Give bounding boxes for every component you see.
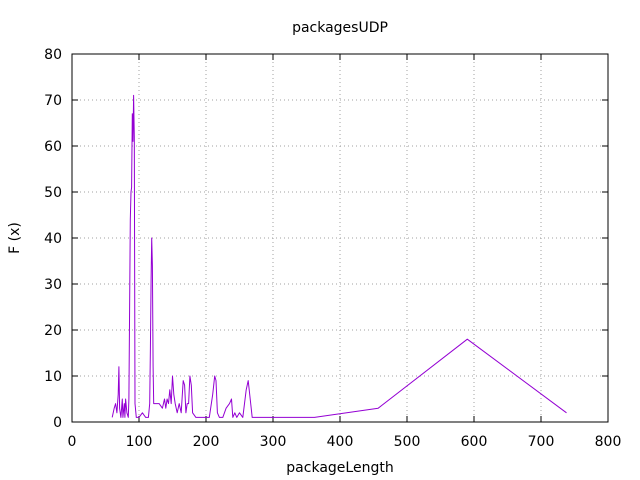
- chart-title: packagesUDP: [292, 20, 388, 36]
- series-line: [111, 94, 567, 418]
- y-tick-label: 40: [44, 231, 62, 247]
- y-tick-label: 30: [44, 277, 62, 293]
- x-tick-label: 800: [595, 434, 622, 450]
- x-tick-label: 400: [327, 434, 354, 450]
- y-axis-label: F (x): [7, 222, 23, 254]
- x-tick-label: 300: [260, 434, 287, 450]
- axis-ticks: 0 100 200 300 400 500 600 700 800 0 10 20 30 40 50 60 70…: [44, 47, 621, 450]
- plot-frame: [71, 53, 609, 423]
- grid: [72, 54, 608, 422]
- y-tick-label: 20: [44, 323, 62, 339]
- x-axis-label: packageLength: [286, 460, 393, 476]
- x-tick-label: 100: [126, 434, 153, 450]
- x-tick-label: 0: [68, 434, 77, 450]
- y-tick-label: 80: [44, 47, 62, 63]
- y-tick-label: 60: [44, 139, 62, 155]
- y-tick-label: 50: [44, 185, 62, 201]
- y-tick-label: 0: [53, 415, 62, 431]
- series-layer: [111, 94, 567, 418]
- x-tick-label: 200: [193, 434, 220, 450]
- x-tick-label: 600: [461, 434, 488, 450]
- y-tick-label: 10: [44, 369, 62, 385]
- x-tick-label: 700: [528, 434, 555, 450]
- y-tick-label: 70: [44, 93, 62, 109]
- x-tick-label: 500: [394, 434, 421, 450]
